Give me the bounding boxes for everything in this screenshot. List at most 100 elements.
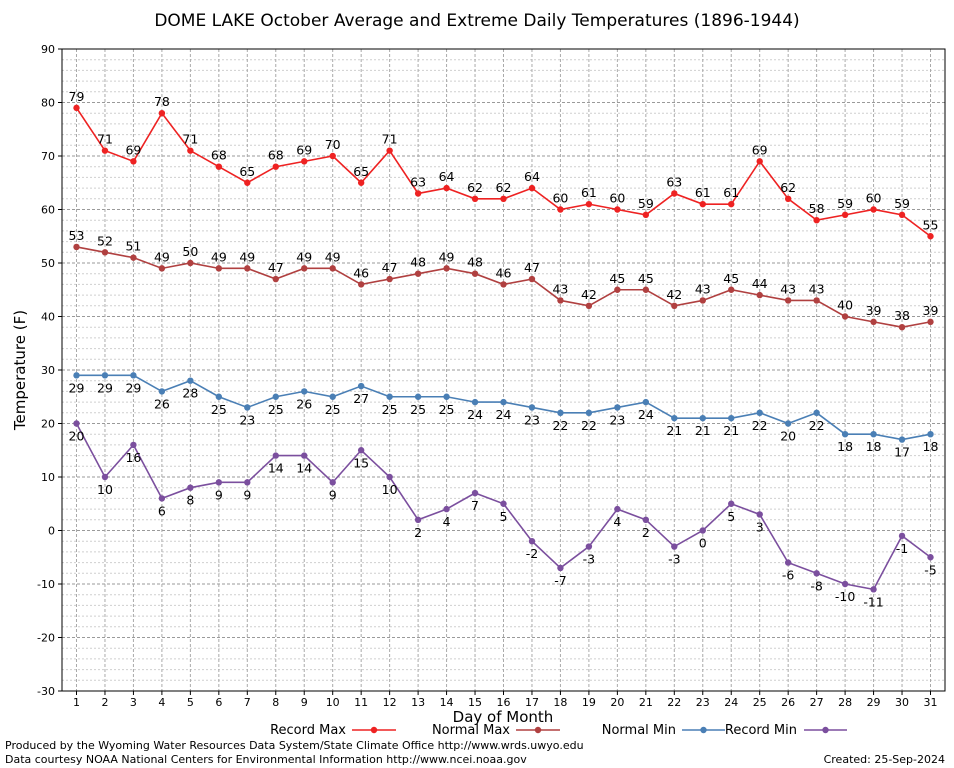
legend-marker xyxy=(370,726,378,734)
data-point xyxy=(130,372,137,379)
data-label: 22 xyxy=(809,418,825,433)
x-tick-label: 1 xyxy=(73,696,80,709)
data-label: 15 xyxy=(353,455,369,470)
data-point xyxy=(500,281,507,288)
chart-title: DOME LAKE October Average and Extreme Da… xyxy=(154,11,799,31)
data-point xyxy=(73,420,80,427)
series-record-min: 20 10 16 6 8 9 9 14 14 9 15 10 2 4 7 5 -2 -7 -3 4 2 -3 0 5 3 -6 -8… xyxy=(69,420,937,609)
data-label: 29 xyxy=(125,380,141,395)
data-label: -8 xyxy=(810,578,823,593)
data-label: 39 xyxy=(923,303,939,318)
y-tick-label: -10 xyxy=(37,578,55,591)
x-tick-label: 4 xyxy=(158,696,165,709)
data-label: 71 xyxy=(382,132,398,147)
data-label: 44 xyxy=(752,276,768,291)
data-point xyxy=(215,479,223,486)
x-tick-label: 18 xyxy=(553,696,567,709)
data-label: 25 xyxy=(268,402,284,417)
data-point xyxy=(585,543,593,550)
data-label: -5 xyxy=(924,562,936,577)
data-point xyxy=(898,211,906,219)
legend-marker xyxy=(822,726,829,734)
data-point xyxy=(699,527,706,534)
data-point xyxy=(813,570,820,577)
data-label: 3 xyxy=(756,519,764,534)
x-tick-label: 30 xyxy=(895,696,909,709)
data-label: 7 xyxy=(471,498,479,513)
data-label: 63 xyxy=(410,174,426,189)
data-point xyxy=(443,265,450,272)
data-point xyxy=(927,554,934,561)
x-tick-label: 5 xyxy=(187,696,194,709)
data-point xyxy=(671,543,678,550)
data-label: 18 xyxy=(837,439,853,454)
data-label: 22 xyxy=(752,418,768,433)
data-label: 16 xyxy=(125,450,141,465)
data-point xyxy=(528,404,536,411)
data-point xyxy=(642,516,650,523)
data-label: 9 xyxy=(215,487,223,502)
y-tick-label: 50 xyxy=(41,257,55,270)
x-axis-label: Day of Month xyxy=(453,708,554,726)
data-label: 47 xyxy=(524,260,540,275)
data-point xyxy=(585,409,593,416)
data-point xyxy=(244,265,251,272)
data-point xyxy=(585,302,593,309)
data-label: 50 xyxy=(182,244,198,259)
data-point xyxy=(301,452,308,459)
y-tick-label: -30 xyxy=(37,685,55,698)
data-label: 14 xyxy=(296,461,312,476)
data-point xyxy=(927,233,934,240)
data-point xyxy=(784,420,792,427)
data-label: 46 xyxy=(496,265,512,280)
data-point xyxy=(813,409,820,416)
data-point xyxy=(728,500,735,507)
data-label: 25 xyxy=(325,402,341,417)
data-point xyxy=(500,500,507,507)
x-tick-label: 15 xyxy=(468,696,482,709)
data-point xyxy=(728,414,735,422)
data-label: 78 xyxy=(154,94,170,109)
data-label: 69 xyxy=(752,142,768,157)
x-tick-label: 7 xyxy=(244,696,251,709)
data-label: 71 xyxy=(182,132,198,147)
data-point xyxy=(73,372,80,379)
data-label: 59 xyxy=(837,196,853,211)
data-label: 58 xyxy=(809,201,825,216)
legend-label-normal-max: Normal Max xyxy=(432,723,510,738)
data-point xyxy=(898,532,906,540)
data-label: 70 xyxy=(325,137,341,152)
data-point xyxy=(756,291,763,299)
data-point xyxy=(244,179,251,186)
data-label: 43 xyxy=(809,281,825,296)
data-label: 4 xyxy=(613,514,621,529)
data-label: 60 xyxy=(552,191,568,206)
data-label: 9 xyxy=(329,487,337,502)
data-label: 21 xyxy=(723,423,739,438)
data-point xyxy=(728,200,735,208)
data-label: 65 xyxy=(239,164,255,179)
data-label: 21 xyxy=(695,423,711,438)
data-label: 79 xyxy=(69,89,85,104)
data-label: 25 xyxy=(382,402,398,417)
data-point xyxy=(329,265,336,272)
data-point xyxy=(187,484,194,491)
legend-marker xyxy=(700,726,707,734)
data-point xyxy=(443,505,450,513)
data-point xyxy=(329,479,336,486)
series-normal-max: 53 52 51 49 50 49 49 47 49 49 46 47 48 49 48 46 47 43 42 45… xyxy=(69,228,939,331)
data-point xyxy=(756,511,763,518)
x-tick-label: 29 xyxy=(867,696,881,709)
data-label: 20 xyxy=(780,429,796,444)
data-point xyxy=(357,382,365,390)
data-label: 17 xyxy=(894,445,910,460)
data-point xyxy=(528,184,536,192)
data-point xyxy=(471,398,479,406)
data-point xyxy=(870,206,877,213)
data-label: 68 xyxy=(211,148,227,163)
data-point xyxy=(671,190,678,197)
data-point xyxy=(272,163,279,170)
data-point xyxy=(101,147,109,154)
data-label: 28 xyxy=(182,386,198,401)
